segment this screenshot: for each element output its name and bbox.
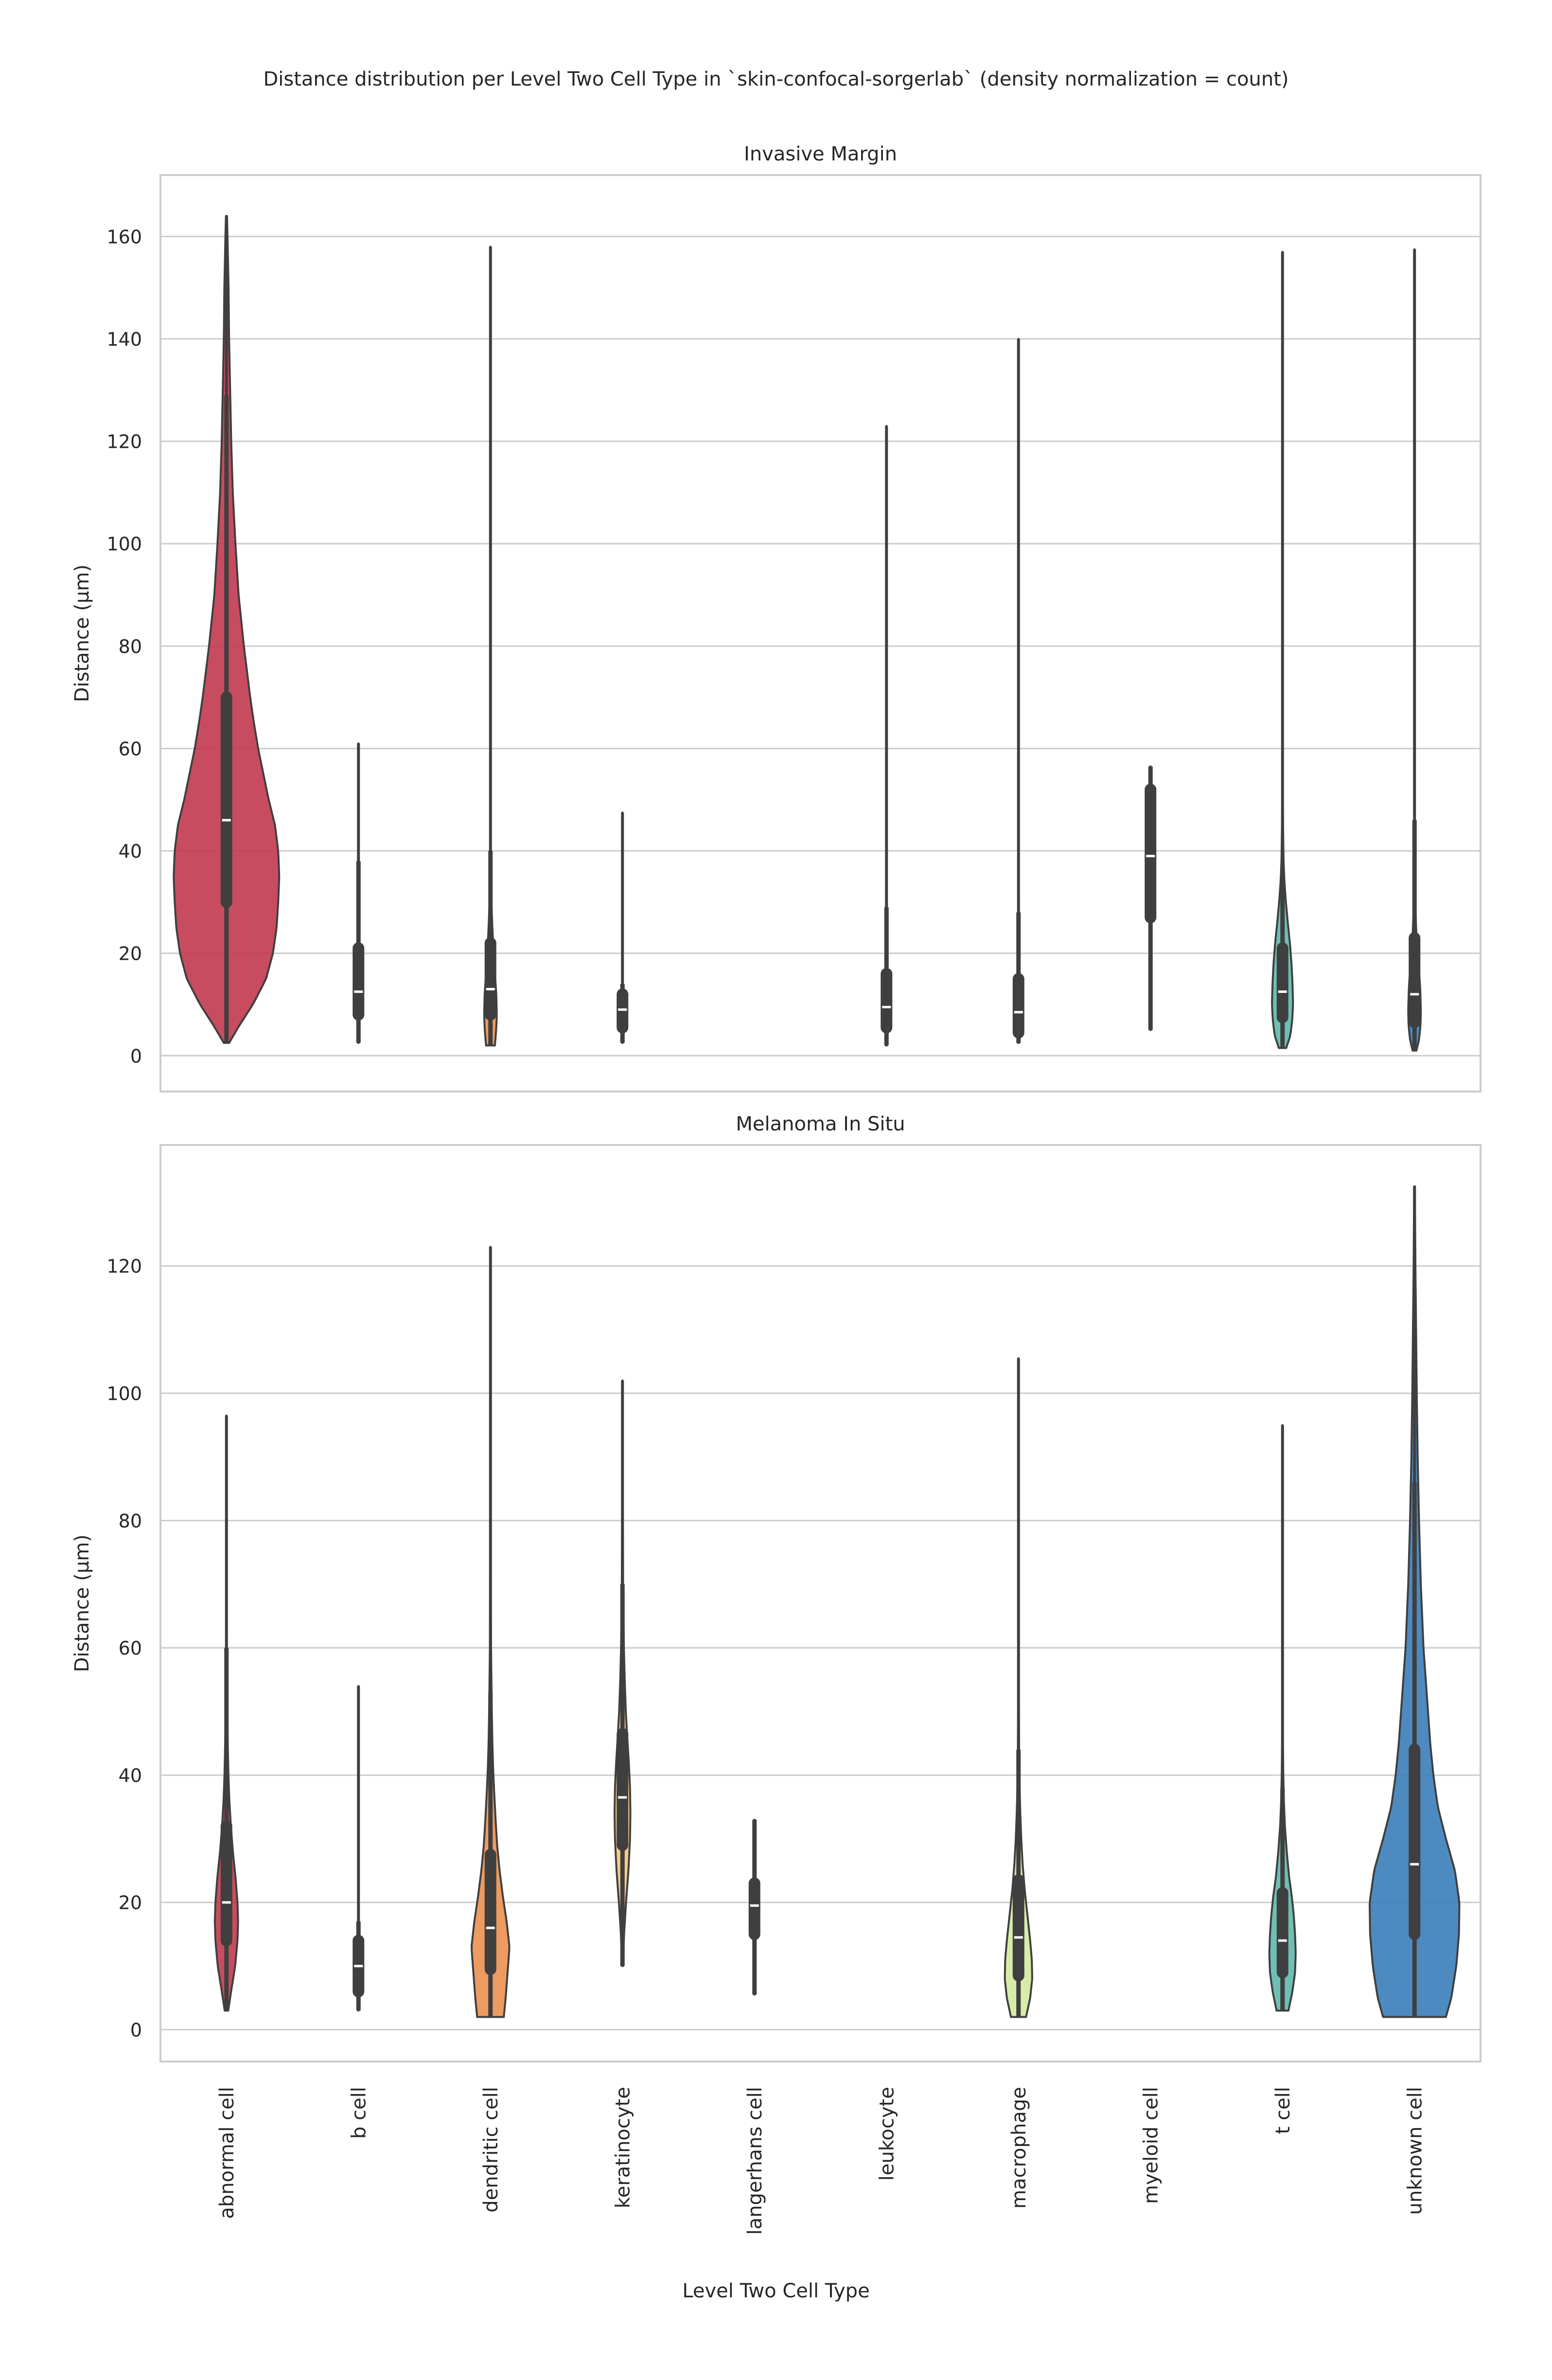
x-tick-label: macrophage — [1008, 2087, 1030, 2209]
y-tick-label: 20 — [119, 1892, 142, 1914]
y-tick-label: 80 — [119, 1510, 142, 1532]
panel-2: 0 20 40 60 80 100 120 Melanoma In Situ Distance … — [71, 1113, 1481, 2063]
violin-unknown-cell — [1368, 1185, 1461, 2018]
violin-langerhans-cell — [748, 1818, 760, 1996]
y-tick-label: 20 — [119, 943, 142, 965]
violin-unknown-cell — [1407, 248, 1422, 1052]
x-tick-label: t cell — [1272, 2087, 1294, 2134]
y-tick-label: 80 — [119, 636, 142, 657]
x-tick-label: b cell — [348, 2087, 370, 2139]
violin-t-cell — [1268, 1424, 1297, 2012]
x-tick-label: dendritic cell — [480, 2087, 502, 2213]
y-tick-label: 0 — [130, 1045, 142, 1067]
violin-leukocyte — [881, 425, 893, 1047]
violin-dendritic-cell — [471, 1246, 511, 2018]
x-tick-label: keratinocyte — [612, 2087, 634, 2208]
x-tick-label: abnormal cell — [216, 2087, 238, 2219]
violin-keratinocyte — [614, 1379, 632, 1967]
panel-title: Melanoma In Situ — [736, 1113, 905, 1135]
violin-myeloid-cell — [1145, 765, 1157, 1031]
y-tick-label: 140 — [106, 329, 142, 350]
violin-abnormal-cell — [213, 1414, 239, 2012]
chart-title: Distance distribution per Level Two Cell… — [263, 68, 1288, 90]
panel-frame — [159, 174, 1481, 1093]
x-tick-label: unknown cell — [1404, 2087, 1426, 2215]
y-tick-label: 120 — [106, 1256, 142, 1277]
y-tick-label: 40 — [119, 841, 142, 862]
y-tick-label: 100 — [106, 533, 142, 555]
violin-t-cell — [1271, 250, 1294, 1049]
violin-macrophage — [1004, 1357, 1033, 2018]
x-axis-label: Level Two Cell Type — [682, 2280, 869, 2302]
violin-macrophage — [1012, 337, 1024, 1044]
y-tick-label: 120 — [106, 431, 142, 453]
violin-keratinocyte — [617, 811, 629, 1044]
y-tick-label: 100 — [106, 1383, 142, 1405]
y-tick-label: 60 — [119, 738, 142, 759]
violin-b-cell — [353, 1685, 365, 2012]
panel-frame — [159, 1144, 1481, 2063]
y-tick-label: 40 — [119, 1765, 142, 1786]
panel-1: 0 20 40 60 80 100 120 140 160 Invasive Margin Dist… — [71, 143, 1481, 1093]
x-tick-label: leukocyte — [876, 2087, 898, 2181]
y-tick-label: 0 — [130, 2020, 142, 2041]
y-tick-label: 60 — [119, 1638, 142, 1659]
x-tick-label: myeloid cell — [1140, 2087, 1162, 2204]
y-axis-label: Distance (µm) — [71, 564, 93, 702]
violin-b-cell — [353, 742, 365, 1044]
y-tick-label: 160 — [106, 226, 142, 247]
violin-abnormal-cell — [173, 215, 281, 1044]
violin-dendritic-cell — [483, 246, 498, 1047]
x-tick-label: langerhans cell — [744, 2087, 766, 2235]
panel-title: Invasive Margin — [744, 143, 897, 165]
y-axis-label: Distance (µm) — [71, 1534, 93, 1672]
